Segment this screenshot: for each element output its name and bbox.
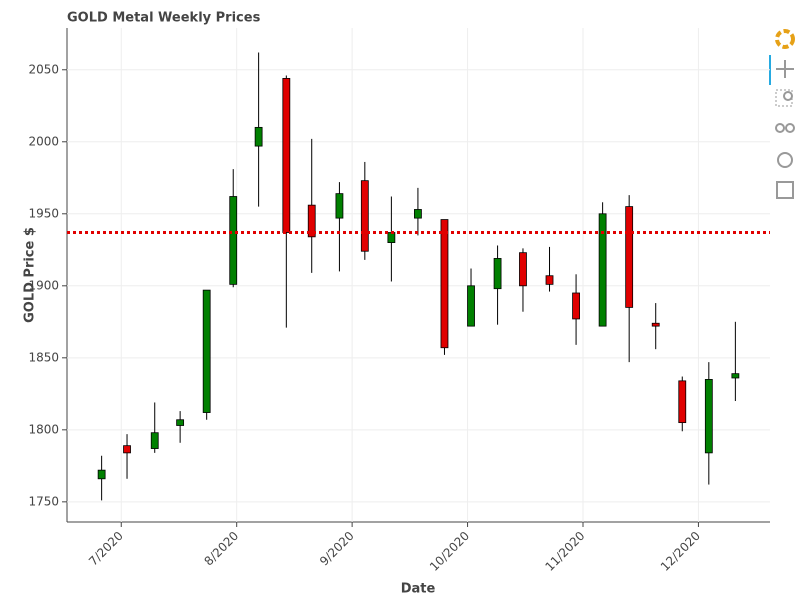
candle-body — [519, 252, 527, 287]
x-tick-label: 11/2020 — [542, 529, 587, 574]
chart-title: GOLD Metal Weekly Prices — [67, 11, 261, 26]
candle-body — [467, 285, 475, 327]
y-axis-label: GOLD Price $ — [23, 227, 38, 323]
x-tick-label: 10/2020 — [427, 529, 472, 574]
candle-body — [598, 213, 607, 327]
candle-body — [97, 469, 106, 480]
candle-body — [545, 275, 554, 285]
candle-body — [335, 193, 344, 219]
candle-body — [254, 126, 263, 147]
candle-body — [387, 232, 396, 243]
candle-body — [229, 196, 238, 285]
box-zoom-tool[interactable] — [775, 89, 793, 107]
candle-body — [440, 219, 449, 349]
x-axis-label: Date — [401, 582, 436, 597]
bokeh-logo[interactable] — [775, 29, 795, 49]
candle-body — [176, 419, 185, 426]
candle-body — [731, 373, 740, 379]
candle-body — [414, 209, 422, 219]
candle-body — [704, 379, 713, 454]
x-tick-label: 8/2020 — [202, 529, 242, 569]
pan-tool[interactable] — [776, 60, 794, 78]
y-tick-label: 1750 — [28, 494, 59, 508]
x-tick-label: 9/2020 — [317, 529, 357, 569]
y-tick-label: 1800 — [28, 422, 59, 436]
toolbar — [769, 29, 795, 199]
candle-body — [360, 180, 369, 252]
x-tick-label: 7/2020 — [86, 529, 126, 569]
save-tool[interactable] — [776, 181, 794, 199]
y-tick-label: 2000 — [28, 134, 59, 148]
candle-body — [307, 204, 316, 238]
candle-body — [678, 380, 687, 424]
candle-body — [651, 322, 660, 327]
x-tick-label: 12/2020 — [658, 529, 703, 574]
y-tick-label: 1850 — [28, 350, 59, 364]
y-tick-label: 1900 — [28, 278, 59, 292]
candle-body — [572, 292, 580, 320]
candle-body — [150, 432, 159, 449]
candle-body — [282, 78, 291, 233]
wheel-zoom-tool[interactable] — [775, 123, 795, 133]
reset-tool[interactable] — [777, 152, 793, 168]
candle-body — [625, 206, 634, 308]
candle-body — [493, 258, 502, 290]
candle-body — [202, 289, 211, 413]
candle-body — [123, 445, 131, 454]
y-tick-label: 1950 — [28, 206, 59, 220]
y-tick-label: 2050 — [28, 62, 59, 76]
